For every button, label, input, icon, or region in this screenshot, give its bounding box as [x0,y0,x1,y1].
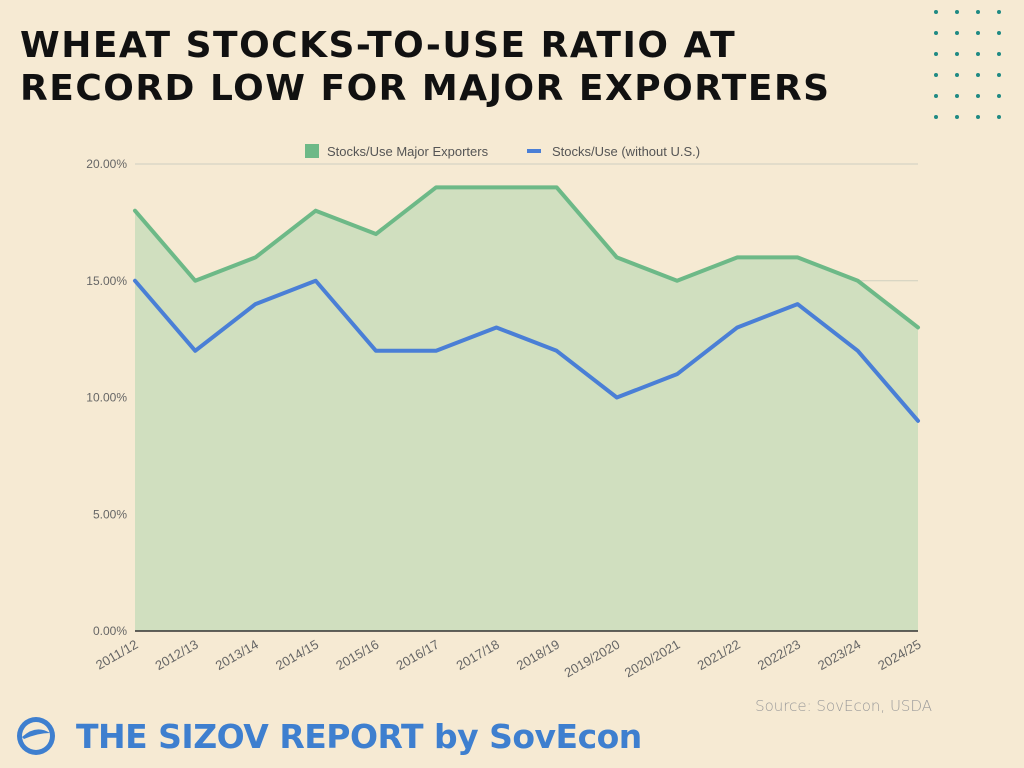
source-note: Source: SovEcon, USDA [755,697,932,715]
decorative-dot [934,31,938,35]
decorative-dot [997,52,1001,56]
x-tick-label: 2022/23 [755,637,803,673]
x-tick-label: 2011/12 [93,637,140,673]
x-tick-label: 2023/24 [815,637,863,673]
x-tick-label: 2013/14 [213,637,261,673]
page-title: WHEAT STOCKS-TO-USE RATIO AT RECORD LOW … [20,25,831,109]
decorative-dot-grid [926,4,1022,120]
decorative-dot [976,73,980,77]
chart-legend: Stocks/Use Major Exporters Stocks/Use (wi… [305,144,700,159]
decorative-dot [997,10,1001,14]
x-tick-label: 2016/17 [393,637,441,673]
legend-item-without-us: Stocks/Use (without U.S.) [552,144,700,159]
x-tick-label: 2017/18 [454,637,502,673]
x-tick-label: 2015/16 [333,637,381,673]
decorative-dot [976,115,980,119]
legend-item-major-exporters: Stocks/Use Major Exporters [327,144,489,159]
decorative-dot [997,73,1001,77]
y-tick-label: 0.00% [93,624,127,638]
decorative-dot [955,115,959,119]
decorative-dot [976,10,980,14]
chart-lines [133,185,920,423]
x-tick-label: 2024/25 [875,637,923,673]
series-line-major-exporters [133,185,920,330]
x-tick-label: 2020/2021 [622,637,683,681]
y-tick-label: 10.00% [86,391,127,405]
series-area-major-exporters [135,187,918,631]
y-tick-label: 20.00% [86,157,127,171]
decorative-dot [997,31,1001,35]
x-tick-label: 2021/22 [695,637,743,673]
decorative-dot [976,94,980,98]
decorative-dot [955,10,959,14]
y-tick-label: 5.00% [93,507,127,521]
decorative-dot [955,94,959,98]
brand-name: THE SIZOV REPORT by SovEcon [76,716,642,756]
decorative-dot [976,31,980,35]
decorative-dot [934,10,938,14]
y-tick-label: 15.00% [86,274,127,288]
x-tick-label: 2014/15 [273,637,321,673]
decorative-dot [934,94,938,98]
decorative-dot [976,52,980,56]
decorative-dot [934,73,938,77]
decorative-dot [934,115,938,119]
chart-area-layer [135,187,918,631]
x-tick-label: 2012/13 [153,637,201,673]
brand-footer[interactable]: THE SIZOV REPORT by SovEcon [16,712,642,760]
decorative-dot [934,52,938,56]
x-tick-label: 2018/19 [514,637,562,673]
decorative-dot [955,52,959,56]
decorative-dot [997,115,1001,119]
sovecon-logo-icon [17,717,55,755]
decorative-dot [997,94,1001,98]
decorative-dot [955,73,959,77]
legend-swatch [305,144,319,158]
x-tick-label: 2019/2020 [562,637,623,681]
decorative-dot [955,31,959,35]
series-line-without-us [133,278,920,423]
